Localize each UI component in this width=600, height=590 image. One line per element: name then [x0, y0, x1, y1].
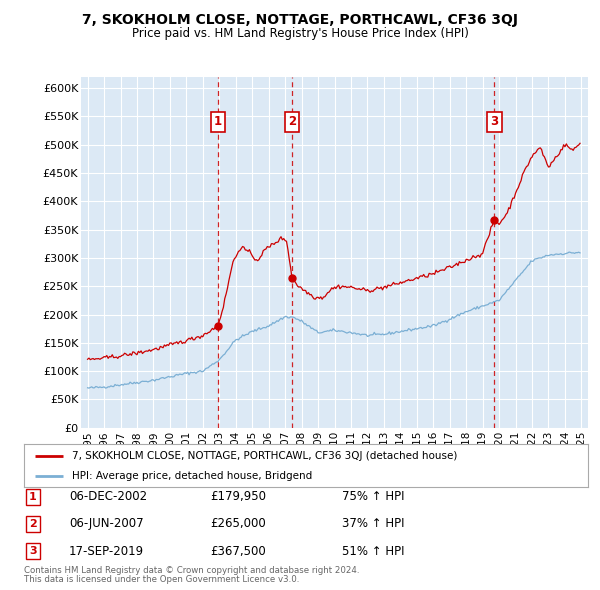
Text: 7, SKOKHOLM CLOSE, NOTTAGE, PORTHCAWL, CF36 3QJ: 7, SKOKHOLM CLOSE, NOTTAGE, PORTHCAWL, C…	[82, 13, 518, 27]
Text: 2: 2	[29, 519, 37, 529]
Text: 06-JUN-2007: 06-JUN-2007	[69, 517, 143, 530]
Text: 17-SEP-2019: 17-SEP-2019	[69, 545, 144, 558]
Text: HPI: Average price, detached house, Bridgend: HPI: Average price, detached house, Brid…	[72, 471, 312, 481]
Text: Contains HM Land Registry data © Crown copyright and database right 2024.: Contains HM Land Registry data © Crown c…	[24, 566, 359, 575]
Text: Price paid vs. HM Land Registry's House Price Index (HPI): Price paid vs. HM Land Registry's House …	[131, 27, 469, 40]
Text: 06-DEC-2002: 06-DEC-2002	[69, 490, 147, 503]
Text: £179,950: £179,950	[210, 490, 266, 503]
Text: £265,000: £265,000	[210, 517, 266, 530]
Text: 1: 1	[214, 116, 222, 129]
Text: This data is licensed under the Open Government Licence v3.0.: This data is licensed under the Open Gov…	[24, 575, 299, 584]
Text: £367,500: £367,500	[210, 545, 266, 558]
Text: 75% ↑ HPI: 75% ↑ HPI	[342, 490, 404, 503]
Text: 37% ↑ HPI: 37% ↑ HPI	[342, 517, 404, 530]
Text: 3: 3	[490, 116, 499, 129]
Text: 7, SKOKHOLM CLOSE, NOTTAGE, PORTHCAWL, CF36 3QJ (detached house): 7, SKOKHOLM CLOSE, NOTTAGE, PORTHCAWL, C…	[72, 451, 457, 461]
Text: 3: 3	[29, 546, 37, 556]
Text: 1: 1	[29, 492, 37, 502]
Text: 51% ↑ HPI: 51% ↑ HPI	[342, 545, 404, 558]
Text: 2: 2	[288, 116, 296, 129]
